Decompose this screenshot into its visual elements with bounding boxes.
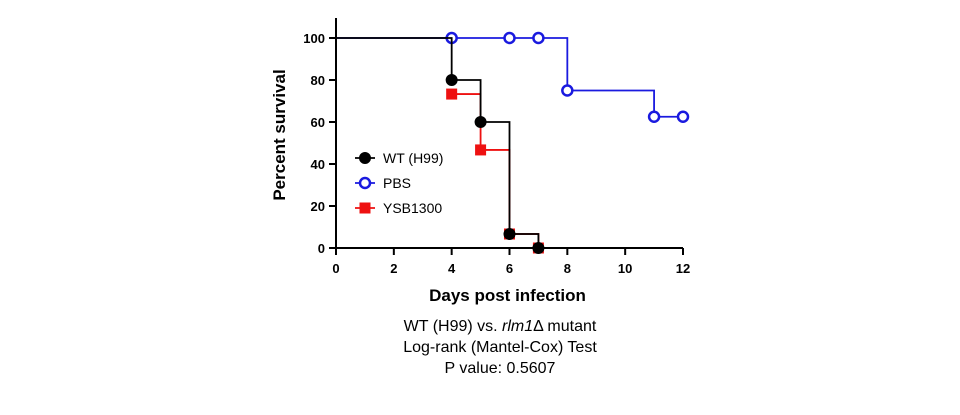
legend-item: PBS <box>355 175 411 191</box>
data-point <box>532 31 545 45</box>
statistics-caption: WT (H99) vs. rlm1Δ mutant Log-rank (Mant… <box>240 316 760 379</box>
y-tick-label: 80 <box>311 73 325 88</box>
x-axis-title: Days post infection <box>429 286 586 305</box>
x-tick-label: 12 <box>676 261 690 276</box>
series-ysb1300 <box>446 88 544 254</box>
y-tick-label: 20 <box>311 199 325 214</box>
legend-marker <box>358 176 372 190</box>
data-point <box>446 88 458 100</box>
data-point <box>475 144 487 156</box>
data-point <box>647 110 661 123</box>
data-point <box>474 116 487 128</box>
y-tick-label: 60 <box>311 115 325 130</box>
series-wt-h99 <box>336 37 545 254</box>
legend-label: WT (H99) <box>383 150 443 166</box>
y-axis-title: Percent survival <box>270 69 289 200</box>
y-axis-ticks: 0 20 40 60 80 100 <box>303 31 336 256</box>
caption-comparison: WT (H99) vs. rlm1Δ mutant <box>403 318 597 335</box>
y-tick-label: 40 <box>311 157 325 172</box>
caption-test-name: Log-rank (Mantel-Cox) Test <box>403 339 597 356</box>
gene-name: rlm1 <box>502 318 534 335</box>
x-tick-label: 0 <box>332 261 339 276</box>
x-tick-label: 4 <box>448 261 456 276</box>
legend-label: PBS <box>383 175 411 191</box>
legend-marker <box>359 202 371 214</box>
survival-step-line <box>336 37 540 248</box>
data-point <box>503 31 516 45</box>
y-tick-label: 100 <box>303 31 325 46</box>
x-tick-label: 10 <box>618 261 632 276</box>
legend: WT (H99) PBS YSB1300 <box>355 150 443 216</box>
legend-label: YSB1300 <box>383 200 442 216</box>
survival-step-line <box>336 37 683 118</box>
data-point <box>503 227 516 240</box>
legend-item: YSB1300 <box>355 200 442 216</box>
x-axis-ticks: 0 2 4 6 8 10 12 <box>332 248 690 276</box>
legend-item: WT (H99) <box>355 150 443 166</box>
data-point <box>561 84 574 97</box>
series-layer <box>336 31 690 254</box>
series-pbs <box>336 31 690 123</box>
y-tick-label: 0 <box>318 241 325 256</box>
legend-marker <box>359 152 371 164</box>
x-tick-label: 8 <box>564 261 571 276</box>
data-point <box>445 74 458 86</box>
x-tick-label: 6 <box>506 261 513 276</box>
caption-p-value: P value: 0.5607 <box>444 360 556 377</box>
x-tick-label: 2 <box>390 261 397 276</box>
data-point <box>676 110 690 123</box>
survival-step-line <box>451 93 540 248</box>
